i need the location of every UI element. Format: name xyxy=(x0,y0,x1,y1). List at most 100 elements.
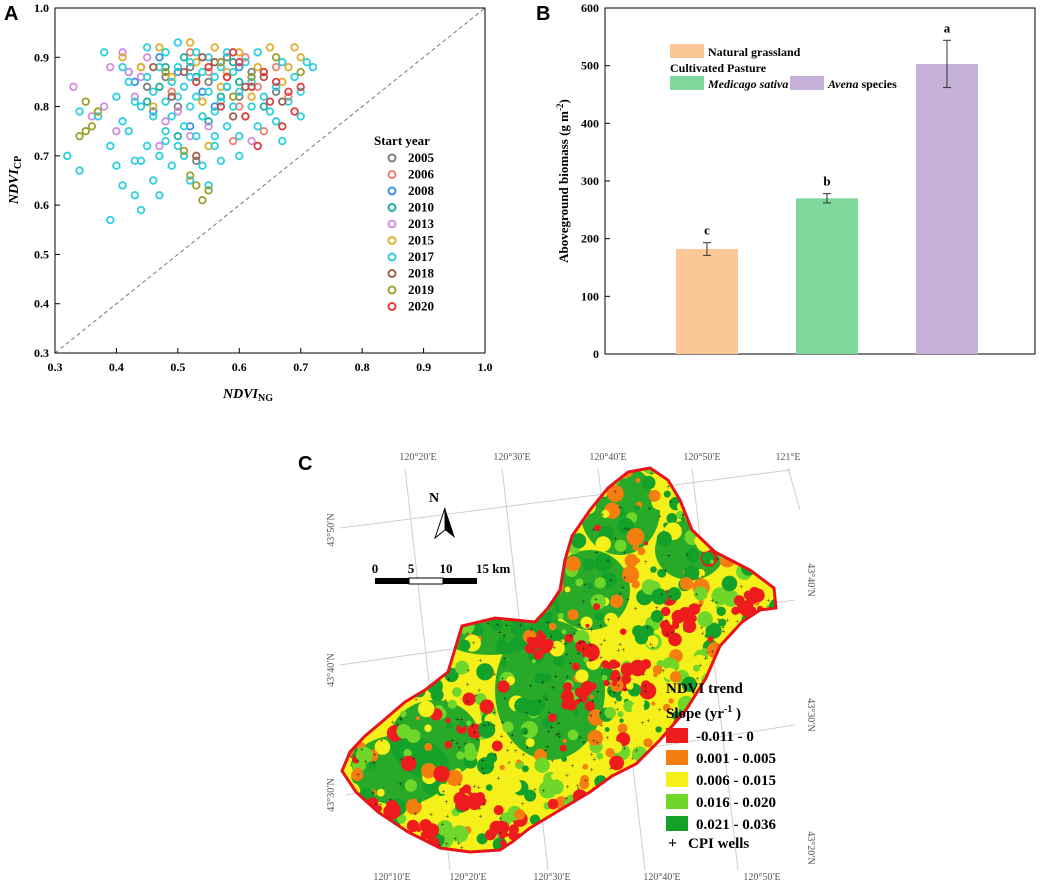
svg-text:+: + xyxy=(589,712,593,720)
scatter-point-2008 xyxy=(235,62,244,72)
svg-text:+: + xyxy=(495,621,499,629)
svg-text:+: + xyxy=(388,796,392,804)
scatter-point-2005 xyxy=(185,62,195,72)
scatter-point-2017 xyxy=(112,161,121,170)
svg-text:+: + xyxy=(538,698,542,706)
scatter-point-2017 xyxy=(118,181,127,190)
scatter-point-2017 xyxy=(308,62,318,72)
svg-text:+: + xyxy=(357,610,361,618)
scatter-point-2017 xyxy=(210,72,219,82)
svg-text:+: + xyxy=(473,782,477,790)
svg-text:+: + xyxy=(451,736,455,744)
scatter-point-2013 xyxy=(161,117,170,126)
svg-text:+: + xyxy=(472,639,476,647)
svg-text:+: + xyxy=(554,673,558,681)
scatter-point-2020 xyxy=(222,72,232,82)
scatter-point-2017 xyxy=(235,151,244,161)
scatter-point-2019 xyxy=(81,97,90,106)
scatter-point-2017 xyxy=(106,215,115,225)
svg-text:+: + xyxy=(581,598,585,606)
svg-text:+: + xyxy=(646,717,650,725)
svg-text:+: + xyxy=(726,617,730,625)
scatter-point-2015 xyxy=(155,43,164,52)
svg-text:+: + xyxy=(618,504,622,512)
scatter-point-2019 xyxy=(179,146,189,156)
svg-text:+: + xyxy=(608,688,612,696)
scatter-point-2018 xyxy=(228,112,238,121)
svg-text:+: + xyxy=(468,539,472,547)
scatter-point-2019 xyxy=(247,72,256,82)
scatter-point-2017 xyxy=(235,87,244,96)
svg-text:+: + xyxy=(656,841,660,849)
svg-text:+: + xyxy=(601,511,605,519)
svg-text:+: + xyxy=(738,536,742,544)
svg-text:+: + xyxy=(553,481,557,489)
svg-text:+: + xyxy=(382,508,386,516)
svg-text:+: + xyxy=(429,520,433,528)
svg-text:+: + xyxy=(550,529,554,537)
y-tick-label: 0.5 xyxy=(34,247,49,261)
scatter-point-2010 xyxy=(142,97,152,106)
scatter-point-2017 xyxy=(192,131,201,141)
scatter-point-2017 xyxy=(222,82,232,92)
left-lat-label: 43°50′N xyxy=(326,513,337,546)
svg-text:+: + xyxy=(560,482,564,490)
svg-text:+: + xyxy=(481,764,485,772)
svg-text:+: + xyxy=(477,687,481,695)
y-axis-label-a: NDVICP xyxy=(7,156,24,205)
scatter-point-2020 xyxy=(290,107,299,116)
svg-text:+: + xyxy=(781,668,785,676)
svg-text:+: + xyxy=(781,743,785,751)
svg-text:+: + xyxy=(347,670,351,678)
scatter-point-2005 xyxy=(192,156,201,165)
legend-marker-2020 xyxy=(387,302,397,311)
svg-text:+: + xyxy=(431,605,435,613)
scatter-point-2017 xyxy=(124,77,133,87)
top-lon-label: 120°40′E xyxy=(589,452,626,463)
scatter-point-2005 xyxy=(271,87,281,96)
bar-2 xyxy=(916,63,978,354)
north-label: N xyxy=(429,491,439,506)
svg-text:+: + xyxy=(419,673,423,681)
svg-text:+: + xyxy=(583,498,587,506)
scatter-point-2017 xyxy=(253,48,262,57)
scatter-point-2006 xyxy=(284,92,293,101)
svg-text:+: + xyxy=(487,720,491,728)
svg-text:+: + xyxy=(747,546,751,554)
svg-text:+: + xyxy=(660,591,664,599)
svg-text:+: + xyxy=(469,566,473,574)
scatter-point-2017 xyxy=(296,112,305,121)
svg-text:+: + xyxy=(346,513,350,521)
svg-text:+: + xyxy=(492,477,496,485)
svg-text:+: + xyxy=(491,551,495,559)
scatter-point-2019 xyxy=(216,58,226,67)
scatter-point-2017 xyxy=(253,122,262,131)
svg-text:+: + xyxy=(344,737,348,745)
legend-label-2010: 2010 xyxy=(408,200,434,215)
svg-text:+: + xyxy=(369,608,373,616)
legend-title-a: Start year xyxy=(374,133,430,148)
svg-text:+: + xyxy=(443,697,447,705)
svg-text:+: + xyxy=(455,739,459,747)
svg-text:+: + xyxy=(457,744,461,752)
svg-text:+: + xyxy=(609,764,613,772)
svg-text:+: + xyxy=(445,840,449,848)
scatter-point-2017 xyxy=(161,48,170,57)
svg-text:+: + xyxy=(351,796,355,804)
svg-text:+: + xyxy=(623,686,627,694)
scatter-point-2017 xyxy=(118,62,127,72)
svg-text:+: + xyxy=(760,698,764,706)
svg-text:+: + xyxy=(417,624,421,632)
svg-text:+: + xyxy=(350,815,354,823)
svg-text:+: + xyxy=(644,558,648,566)
svg-text:+: + xyxy=(399,780,403,788)
svg-text:+: + xyxy=(492,709,496,717)
scatter-point-2017 xyxy=(118,117,127,126)
svg-text:+: + xyxy=(541,678,545,686)
scatter-point-2017 xyxy=(210,141,219,151)
panel-label-c: C xyxy=(298,453,312,475)
svg-text:+: + xyxy=(727,522,731,530)
scatter-point-2018 xyxy=(198,53,207,62)
scatter-point-2006 xyxy=(241,53,250,62)
svg-text:+: + xyxy=(473,729,477,737)
